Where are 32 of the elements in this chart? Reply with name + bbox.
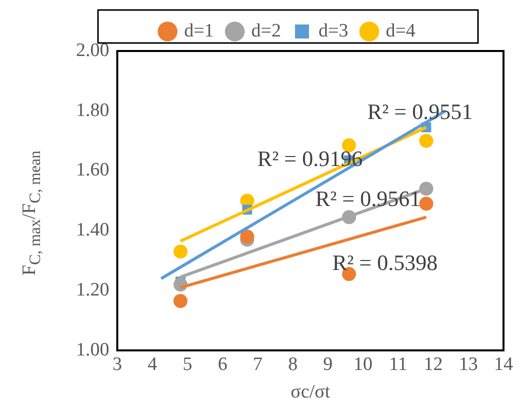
legend-label: d=1 — [184, 20, 214, 42]
x-tick-label: 8 — [288, 354, 298, 375]
y-tick-label: 1.80 — [76, 100, 110, 121]
point — [173, 244, 188, 259]
x-tick-label: 7 — [252, 354, 262, 375]
point — [173, 294, 188, 308]
x-tick-label: 4 — [148, 354, 158, 375]
x-tick-label: 6 — [218, 354, 228, 375]
point — [240, 230, 254, 244]
x-tick-label: 14 — [494, 354, 514, 375]
legend-label: d=4 — [386, 20, 416, 42]
x-tick-label: 12 — [424, 354, 443, 375]
y-tick-label: 1.00 — [76, 339, 110, 360]
legend-label: d=3 — [318, 20, 348, 42]
x-tick-label: 10 — [354, 354, 373, 375]
x-tick-label: 3 — [112, 354, 122, 375]
y-tick-label: 1.60 — [76, 160, 110, 181]
y-tick-label: 1.40 — [76, 220, 110, 241]
x-axis-title: σc/σt — [290, 382, 331, 403]
y-tick-label: 2.00 — [76, 40, 110, 61]
x-tick-label: 13 — [458, 354, 478, 375]
point — [419, 196, 434, 211]
x-tick-label: 9 — [323, 354, 333, 375]
x-tick-label: 5 — [182, 354, 192, 375]
y-tick-label: 1.20 — [76, 280, 110, 301]
annotation: R² = 0.9561 — [315, 186, 421, 212]
annotation: R² = 0.9196 — [257, 146, 363, 172]
legend-label: d=2 — [251, 20, 282, 42]
annotation: R² = 0.9551 — [367, 99, 473, 125]
x-tick-label: 11 — [389, 354, 408, 375]
point — [419, 134, 434, 148]
annotation: R² = 0.5398 — [332, 250, 438, 276]
